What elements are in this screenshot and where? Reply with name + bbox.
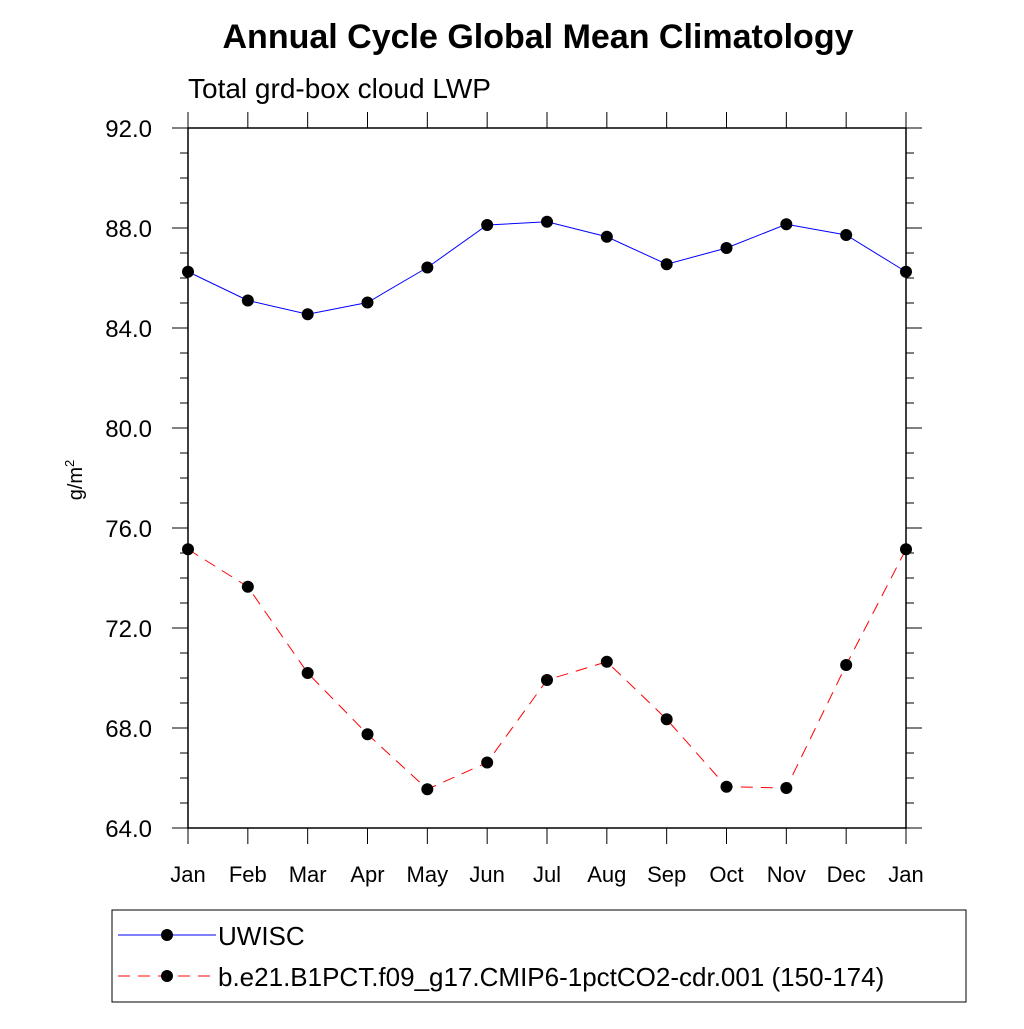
data-point-series-1 (660, 713, 673, 726)
data-point-series-0 (301, 308, 314, 321)
data-point-series-1 (481, 756, 494, 769)
legend: UWISC b.e21.B1PCT.f09_g17.CMIP6-1pctCO2-… (111, 909, 967, 1003)
chart-title: Annual Cycle Global Mean Climatology (223, 18, 854, 56)
x-tick-label: Sep (647, 862, 686, 887)
y-tick-label: 80.0 (105, 416, 152, 443)
plot-area: 64.0 68.0 72.0 76.0 80.0 84.0 88.0 92.0 Jan Feb Ma… (105, 112, 924, 887)
x-tick-label: Jan (888, 862, 923, 887)
legend-marker-b-e21 (161, 970, 173, 982)
x-tick-label: Jun (469, 862, 504, 887)
data-point-series-0 (361, 296, 374, 309)
data-point-series-0 (481, 219, 494, 231)
svg-text:g/m2: g/m2 (62, 460, 87, 501)
data-point-series-1 (780, 782, 793, 794)
x-tick-label: Mar (289, 862, 327, 887)
data-point-series-0 (660, 258, 673, 271)
data-point-series-1 (301, 667, 314, 679)
data-point-series-1 (241, 580, 254, 593)
y-tick-label: 88.0 (105, 216, 152, 243)
x-tick-label: Feb (229, 862, 267, 887)
data-point-series-0 (840, 229, 853, 241)
data-point-series-0 (421, 261, 434, 274)
y-axis-label-superscript: 2 (62, 460, 77, 467)
legend-label-b-e21: b.e21.B1PCT.f09_g17.CMIP6-1pctCO2-cdr.00… (218, 962, 884, 992)
x-tick-label: Dec (827, 862, 866, 887)
data-point-series-1 (840, 659, 853, 671)
y-tick-label: 64.0 (105, 816, 152, 843)
legend-marker-uwisc (161, 929, 173, 941)
y-axis-label-base: g/m (65, 467, 87, 500)
y-tick-label: 76.0 (105, 516, 152, 543)
data-point-series-1 (541, 674, 553, 686)
data-point-series-1 (361, 728, 374, 741)
x-tick-label: Jul (533, 862, 561, 887)
series-line-1 (187, 548, 907, 790)
y-tick-label: 92.0 (105, 116, 152, 143)
chart-subtitle: Total grd-box cloud LWP (188, 73, 491, 104)
plot-frame (187, 127, 907, 829)
data-point-series-0 (720, 242, 733, 254)
data-point-series-1 (720, 780, 733, 793)
x-tick-label: Oct (709, 862, 743, 887)
y-tick-label: 84.0 (105, 316, 152, 343)
series-line-0 (187, 221, 907, 315)
y-tick-label: 68.0 (105, 716, 152, 743)
x-tick-label: Nov (767, 862, 806, 887)
data-point-series-0 (541, 215, 553, 228)
legend-label-uwisc: UWISC (218, 921, 305, 951)
data-point-series-1 (421, 783, 434, 796)
x-tick-label: Apr (350, 862, 384, 887)
data-point-series-0 (241, 294, 254, 307)
data-point-series-0 (780, 218, 793, 231)
x-tick-label: Aug (587, 862, 626, 887)
y-axis-label: g/m2 (62, 460, 87, 501)
data-point-series-1 (600, 655, 613, 668)
x-tick-label: Jan (170, 862, 205, 887)
data-point-series-0 (600, 230, 613, 243)
legend-box (111, 909, 967, 1003)
x-tick-label: May (407, 862, 449, 887)
y-tick-label: 72.0 (105, 616, 152, 643)
